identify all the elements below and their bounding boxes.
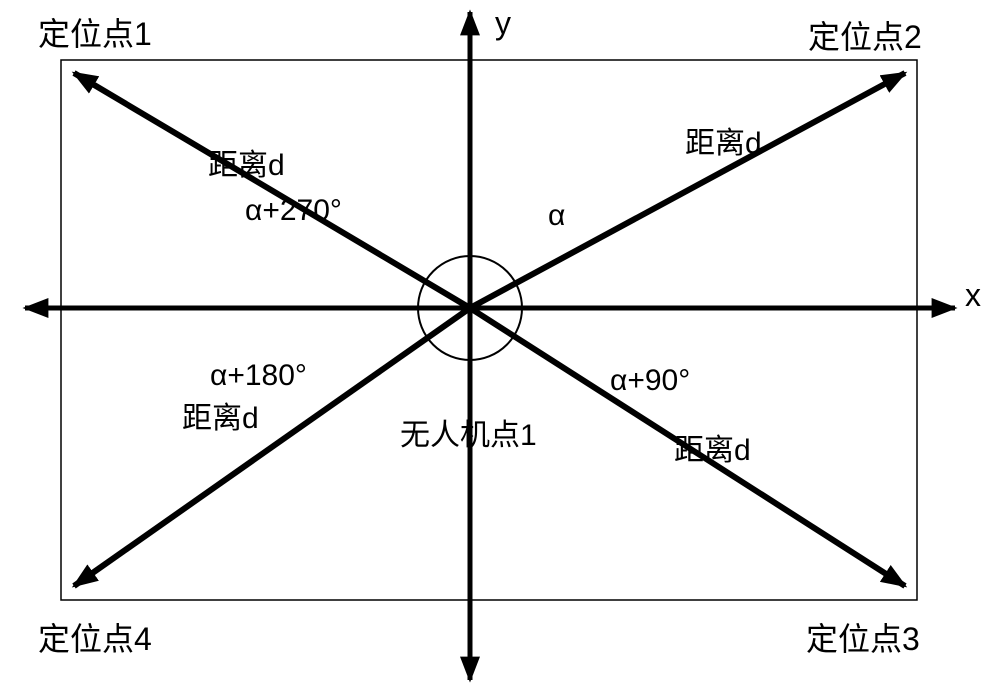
angle-label-1: α <box>548 199 565 232</box>
corner-label-4: 定位点4 <box>38 621 152 657</box>
x-axis-label: x <box>965 277 981 313</box>
angle-label-4: α+90° <box>610 364 690 397</box>
corner-label-1: 定位点1 <box>38 16 152 52</box>
distance-label-2: 距离d <box>685 127 762 160</box>
corner-label-2: 定位点2 <box>808 19 922 55</box>
coordinate-diagram: x y 定位点1 定位点2 定位点3 定位点4 距离d 距离d 距离d 距离d α α+270° α+1… <box>0 0 1000 695</box>
angle-label-2: α+270° <box>245 194 342 227</box>
corner-label-3: 定位点3 <box>806 621 920 657</box>
origin-label: 无人机点1 <box>400 419 537 452</box>
distance-label-4: 距离d <box>182 402 259 435</box>
distance-label-1: 距离d <box>208 149 285 182</box>
y-axis-label: y <box>495 5 511 41</box>
angle-label-3: α+180° <box>210 359 307 392</box>
distance-label-3: 距离d <box>674 434 751 467</box>
